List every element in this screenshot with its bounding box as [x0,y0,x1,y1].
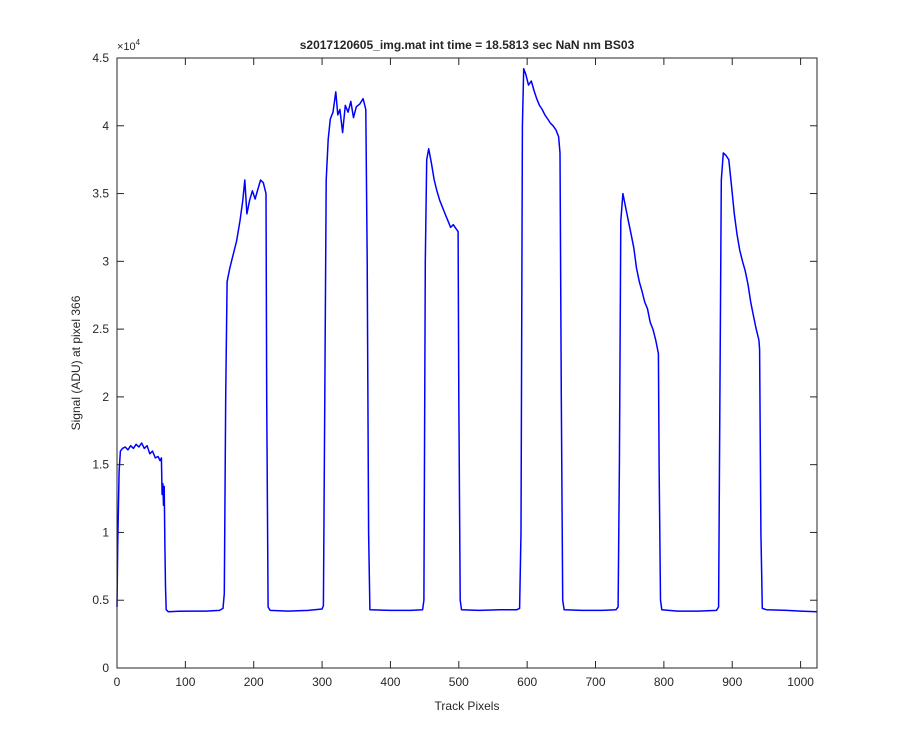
axes-box [116,57,818,669]
x-tick-label: 800 [654,675,674,689]
y-tick-label: 0 [102,661,109,675]
y-axis-exponent: ×104 [117,38,141,53]
y-tick-label: 2 [102,390,109,404]
x-tick-label: 600 [517,675,537,689]
y-tick-label: 0.5 [92,593,109,607]
x-tick-label: 400 [380,675,400,689]
y-tick-label: 3 [102,254,109,268]
series-line [116,68,818,613]
y-axis-ticks: 0 0.5 1 1.5 2 2.5 3 3.5 4 4.5 [92,51,817,675]
y-tick-label: 2.5 [92,322,109,336]
x-tick-label: 900 [722,675,742,689]
x-axis-ticks: 0 100 200 300 400 500 600 700 800 900 1000 [114,58,814,689]
y-tick-label: 1.5 [92,458,109,472]
y-axis-label: Signal (ADU) at pixel 366 [69,295,83,430]
y-axis-exponent-power: 4 [136,38,141,47]
y-axis-exponent-base: ×10 [117,41,136,53]
x-axis-label: Track Pixels [435,699,500,713]
x-tick-label: 100 [175,675,195,689]
chart-title: s2017120605_img.mat int time = 18.5813 s… [300,38,635,52]
x-tick-label: 300 [312,675,332,689]
x-tick-label: 1000 [787,675,814,689]
x-tick-label: 700 [586,675,606,689]
y-tick-label: 4.5 [92,51,109,65]
x-tick-label: 500 [449,675,469,689]
plot-area [117,58,817,668]
series-layer [116,68,818,613]
y-tick-label: 1 [102,525,109,539]
y-tick-label: 3.5 [92,187,109,201]
x-tick-label: 200 [244,675,264,689]
y-tick-label: 4 [102,119,109,133]
x-tick-label: 0 [114,675,121,689]
